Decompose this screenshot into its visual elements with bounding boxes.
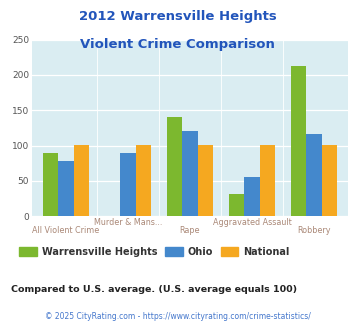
Text: All Violent Crime: All Violent Crime <box>32 226 100 235</box>
Bar <box>322 145 337 216</box>
Text: Compared to U.S. average. (U.S. average equals 100): Compared to U.S. average. (U.S. average … <box>11 285 297 294</box>
Bar <box>120 152 136 216</box>
Text: Rape: Rape <box>180 226 200 235</box>
Bar <box>306 134 322 216</box>
Bar <box>229 194 244 216</box>
Text: Robbery: Robbery <box>297 226 331 235</box>
Bar <box>167 117 182 216</box>
Bar <box>260 145 275 216</box>
Bar <box>198 145 213 216</box>
Text: © 2025 CityRating.com - https://www.cityrating.com/crime-statistics/: © 2025 CityRating.com - https://www.city… <box>45 312 310 321</box>
Text: 2012 Warrensville Heights: 2012 Warrensville Heights <box>78 10 277 23</box>
Bar <box>182 131 198 216</box>
Bar <box>58 161 74 216</box>
Text: Aggravated Assault: Aggravated Assault <box>213 218 291 227</box>
Bar <box>244 177 260 216</box>
Text: Violent Crime Comparison: Violent Crime Comparison <box>80 38 275 51</box>
Bar <box>291 66 306 216</box>
Bar <box>74 145 89 216</box>
Legend: Warrensville Heights, Ohio, National: Warrensville Heights, Ohio, National <box>16 243 293 261</box>
Bar <box>43 152 58 216</box>
Bar <box>136 145 151 216</box>
Text: Murder & Mans...: Murder & Mans... <box>94 218 162 227</box>
